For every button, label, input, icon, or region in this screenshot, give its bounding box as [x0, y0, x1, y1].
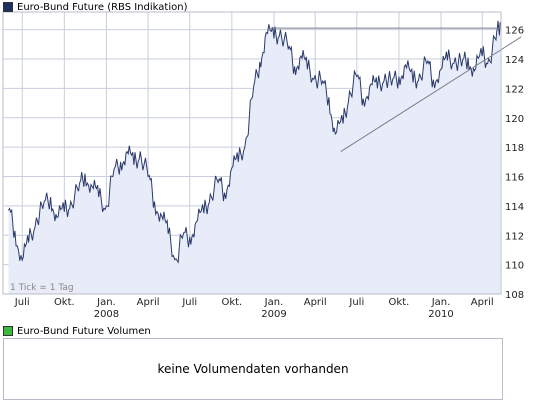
x-tick-label: Juli	[181, 297, 197, 308]
trendlines	[268, 27, 522, 152]
x-tick-label: Okt.	[389, 297, 410, 308]
year-label: 2008	[94, 309, 119, 320]
price-area	[8, 20, 501, 295]
x-tick-label: April	[304, 297, 327, 308]
chart-title: Euro-Bund Future (RBS Indikation)	[17, 1, 188, 13]
y-tick-label: 110	[505, 261, 524, 272]
y-axis-ticks: 108 110 112 114 116 118 120 122 124 126	[505, 26, 524, 301]
year-labels: 2008 2009 2010	[94, 309, 454, 320]
year-label: 2009	[261, 309, 286, 320]
volume-message: keine Volumendaten vorhanden	[157, 362, 349, 376]
volume-swatch-icon	[3, 326, 13, 336]
price-swatch-icon	[3, 2, 13, 12]
x-axis-ticks: Juli Okt. Jan. April Juli Okt. Jan. April Juli Ok…	[14, 297, 494, 308]
y-tick-label: 112	[505, 231, 524, 242]
x-tick-label: Jan.	[96, 297, 116, 308]
price-legend: Euro-Bund Future (RBS Indikation)	[3, 1, 187, 13]
volume-panel: keine Volumendaten vorhanden	[3, 338, 503, 400]
x-tick-label: Okt.	[221, 297, 242, 308]
price-series-line	[8, 20, 501, 264]
y-tick-label: 124	[505, 55, 524, 66]
x-tick-label: Okt.	[54, 297, 75, 308]
y-tick-label: 120	[505, 114, 524, 125]
volume-legend: Euro-Bund Future Volumen	[3, 325, 151, 337]
volume-title: Euro-Bund Future Volumen	[17, 325, 151, 337]
x-tick-label: Juli	[14, 297, 30, 308]
trendline	[340, 36, 522, 152]
y-tick-label: 116	[505, 173, 524, 184]
tick-note: 1 Tick = 1 Tag	[10, 283, 74, 293]
plot-frame	[2, 11, 502, 295]
y-tick-label: 108	[505, 290, 524, 301]
x-tick-label: Jan.	[264, 297, 284, 308]
x-tick-label: Jan.	[431, 297, 451, 308]
x-tick-label: Juli	[348, 297, 364, 308]
y-tick-label: 114	[505, 202, 524, 213]
x-tick-label: April	[137, 297, 160, 308]
y-tick-label: 122	[505, 84, 524, 95]
y-tick-label: 126	[505, 26, 524, 37]
year-label: 2010	[428, 309, 453, 320]
x-tick-label: April	[471, 297, 494, 308]
y-tick-label: 118	[505, 143, 524, 154]
